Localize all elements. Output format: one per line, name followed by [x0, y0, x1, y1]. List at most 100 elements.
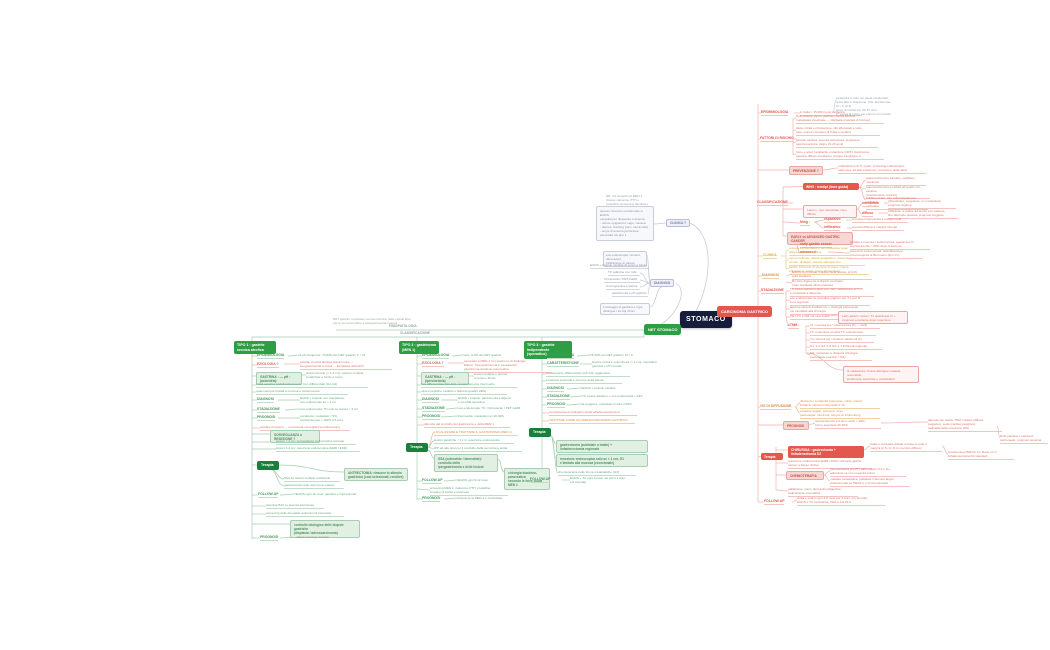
map-node-labgreen[interactable]: PROGNOSI	[422, 496, 441, 503]
map-node-boxlgreen[interactable]: ANTRECTOMIA: rimuove lo stimolo gastrini…	[344, 468, 408, 482]
map-node-labgreen[interactable]: EPIDEMIOLOGIA	[547, 353, 575, 360]
map-node-roworange: TRATTARE COME UN ADENOCARCINOMA GASTRICO	[549, 418, 635, 425]
map-node-boxlgreen[interactable]: chirurgia duodeno-pancreatica secondo le…	[504, 468, 550, 490]
map-node-txtgreen: EGDS + biopsie multiple	[582, 386, 616, 390]
map-node-rowred: crescita diffusa a margini sfumati	[852, 225, 904, 232]
map-node-rowred: sopravvivenza a 5 anni: early > 90%; for…	[815, 419, 881, 430]
tipo3-terapia-box[interactable]: Terapia	[529, 428, 551, 437]
map-node-labgreen[interactable]: DIAGNOSI	[257, 397, 274, 404]
map-node-labgreen[interactable]: STADIAZIONE	[257, 407, 280, 414]
map-node-labgreen[interactable]: PROGNOSI	[422, 414, 441, 421]
tipo-3-header[interactable]: TIPO 3 : gastrite indipendente (sporadic…	[524, 341, 572, 360]
map-node-txtgreen: lesione unica e voluminosa (> 2 cm), spo…	[592, 360, 658, 369]
clinica-label[interactable]: CLINICA ?	[666, 219, 691, 228]
map-node-labgrey2[interactable]: CLASSIFICAZIONE	[400, 331, 430, 335]
map-node-labsalmon[interactable]: FOLLOW-UP	[764, 499, 785, 506]
tipo-1-header[interactable]: TIPO 1 : gastrite cronica atrofica	[234, 341, 276, 355]
map-node-rowred: dieta: nitrati e nitrosamine, cibi affum…	[796, 126, 880, 137]
map-node-txtgreen: EGDS ogni 6-12 mesi	[458, 478, 488, 482]
map-node-boxpinkb[interactable]: la stadiazione clinica distingue malatti…	[843, 366, 919, 384]
tipo1-terapia-box[interactable]: Terapia	[257, 461, 279, 470]
map-node-noterow: TC addome con mdc	[608, 270, 640, 277]
carcinoma-gastrico-node[interactable]: CARCINOMA GASTRICO	[717, 306, 772, 318]
map-node-rowred: T4: sierosa (a) / strutture adiacenti (b…	[810, 337, 874, 344]
map-node-labsalmon[interactable]: infiltrativo	[824, 225, 841, 232]
map-node-labred[interactable]: EZIOLOGIA ?	[257, 362, 279, 369]
map-node-labgreen[interactable]: FOLLOW-UP	[530, 477, 551, 484]
prevenzione-box[interactable]: PREVENZIONE ?	[789, 166, 823, 176]
map-node-labgreen[interactable]: PROGNOSI	[547, 402, 566, 409]
map-node-rowgreen: lesioni 1-2 cm: resezione endoscopica (E…	[276, 446, 360, 453]
map-node-labgreen[interactable]: DIAGNOSI	[547, 386, 564, 393]
map-node-noterow: EGDS + biopsie multiple di corpo e fondo	[590, 263, 648, 270]
map-node-rowred: malattia metastatica: palliativa ± farma…	[830, 477, 910, 488]
map-node-labgreen[interactable]: PROGNOSI	[260, 535, 279, 542]
map-node-labgreen[interactable]: FOLLOW-UP	[258, 492, 279, 499]
map-node-rowred: dipende dal controllo del gastrinoma e d…	[424, 422, 510, 429]
chirurgia-box[interactable]: CHIRURGIA : gastrectomia + linfadenectom…	[788, 446, 864, 458]
terapia-box[interactable]: Terapia	[761, 453, 783, 461]
map-node-roworange: ematica: fegato, polmone, osso; peritone…	[800, 409, 880, 420]
map-node-labgreen[interactable]: EPIDEMIOLOGIA	[257, 353, 285, 360]
map-node-labsalmon[interactable]: CLASSIFICAZIONE	[757, 200, 788, 207]
map-node-labsalmon[interactable]: early gastric cancer	[800, 242, 832, 249]
map-node-rowred: M1: metastasi a distanza (citologia peri…	[810, 351, 872, 362]
map-node-noterow: cromogranina A sierica	[606, 284, 640, 291]
map-node-boxlgreen[interactable]: SSA (octreotide / lanreotide): controllo…	[434, 454, 498, 472]
early-advanced-box[interactable]: EARLY vs ADVANCED GASTRIC CANCER	[787, 232, 853, 246]
map-node-labsalmon[interactable]: STADIAZIONE	[761, 288, 784, 295]
map-node-rowgreen: lesioni < 1 cm: sorveglianza endoscopica…	[276, 439, 356, 446]
map-node-labsalmon[interactable]: espansivo	[824, 217, 841, 224]
map-node-txtgreen: eco-endoscopia; TC solo se lesioni > 2 c…	[300, 407, 359, 411]
map-node-rowred: resezione endoscopica (EMR / ESD) nell'e…	[788, 459, 872, 470]
map-node-labgreen[interactable]: FOLLOW-UP	[422, 478, 443, 485]
prognosi-box[interactable]: PROGNOSI	[783, 421, 809, 431]
tipo-2-header[interactable]: TIPO 2 : gastrinoma (MEN 1)	[399, 341, 439, 355]
map-node-labyellow[interactable]: CLINICA	[763, 253, 777, 260]
map-node-laborange[interactable]: DIAGNOSI	[762, 273, 779, 280]
map-node-txtgreen: buona se la MEN 1 è controllata	[458, 496, 503, 500]
map-node-rowred: eco-endoscopia: la metodica migliore per…	[790, 296, 870, 307]
tipo2-terapia-box[interactable]: Terapia	[406, 443, 428, 452]
map-node-boxpinkb[interactable]: early gastric cancer: T1 qualunque N — p…	[838, 311, 908, 325]
map-node-txtgreen: TC torace-addome + eco-endoscopia + PET	[582, 394, 643, 398]
map-node-labred[interactable]: EZIOLOGIA ?	[422, 361, 444, 368]
map-node-txtgreen: la peggiore: metastasi in oltre il 50%	[582, 402, 632, 406]
diagnosi-label[interactable]: DIAGNOSI	[650, 279, 675, 288]
map-node-labsalmon[interactable]: FATTORI DI RISCHIO	[760, 136, 794, 143]
map-node-rowred: Rx tubo digerente a doppio contrasto: ru…	[792, 279, 862, 290]
map-node-boxlgreen[interactable]: GASTRINA ↑ — pH ↓ (ipercloridria)	[421, 372, 469, 386]
net-stomaco-node[interactable]: NET STOMACO	[644, 324, 682, 336]
map-node-rowred: N1: 1-2 N2: 3-6 N3: ≥ 7 linfonodi region…	[810, 344, 882, 351]
lauren-box[interactable]: Lauren : tipo intestinale / tipo diffuso	[803, 205, 857, 219]
map-node-rowred: crescita compressiva a margini netti	[852, 217, 908, 224]
map-node-labgrey2[interactable]: FISIOPATOLOGIA	[389, 324, 417, 328]
who-box[interactable]: WHO : istotipi (linee guida)	[803, 183, 859, 191]
map-node-boxlgreen[interactable]: controllo istologico delle biopsie gastr…	[290, 520, 360, 538]
map-node-rowred: eradicazione di H. pylori; screening end…	[838, 164, 926, 175]
map-node-labsalmon[interactable]: diffuso	[862, 211, 874, 218]
map-node-labgreen[interactable]: DIAGNOSI	[422, 397, 439, 404]
map-node-laborange[interactable]: VIE DI DIFFUSIONE	[760, 404, 792, 411]
map-node-labgreen[interactable]: EPIDEMIOLOGIA	[422, 353, 450, 360]
map-node-boxlgreen[interactable]: resezione endoscopica solo se < 1 cm, G1…	[556, 454, 648, 468]
map-node-labgreen[interactable]: CARATTERISTICHE	[547, 361, 579, 368]
map-node-txtgreen: intermedia: metastasi nel 10-30%	[458, 414, 504, 418]
map-node-txtgreen: EGDS ogni 12 mesi; gastrina e CgA annual…	[296, 492, 357, 496]
map-node-boxlgreen[interactable]: SORVEGLIANZA o RESEZIONE ?	[270, 430, 320, 444]
map-node-labsalmon[interactable]: cTNM :	[788, 323, 800, 330]
map-node-labgreen[interactable]: STADIAZIONE	[422, 406, 445, 413]
map-node-boxlgreen[interactable]: GASTRINA ↑ — pH ↑ (acloridria)	[256, 372, 302, 386]
map-node-rowyellow: tardivi: linfonodo di Virchow-Troisier, …	[789, 265, 869, 276]
map-node-labgreen[interactable]: STADIAZIONE	[547, 394, 570, 401]
map-node-rowred: TC torace-addome-pelvi con mdc: valutazi…	[790, 287, 874, 298]
map-node-labsalmon[interactable]: EPIDEMIOLOGIA	[761, 110, 789, 117]
map-node-boxlgreen[interactable]: gastrectomia (subtotale o totale) + linf…	[556, 440, 648, 454]
map-node-labgreen[interactable]: PROGNOSI	[257, 415, 276, 422]
chemioterapia-box[interactable]: CHEMIOTERAPIA	[786, 471, 824, 481]
map-node-labsalmon[interactable]: intestinale	[862, 201, 879, 208]
map-node-rowred: Helicobacter pylori: gastrite cronica at…	[796, 114, 884, 125]
map-node-rowgreen: quasi sempre limitati a mucosa e sottomu…	[256, 389, 348, 396]
map-node-labsalmon[interactable]: Ming :	[800, 220, 810, 227]
